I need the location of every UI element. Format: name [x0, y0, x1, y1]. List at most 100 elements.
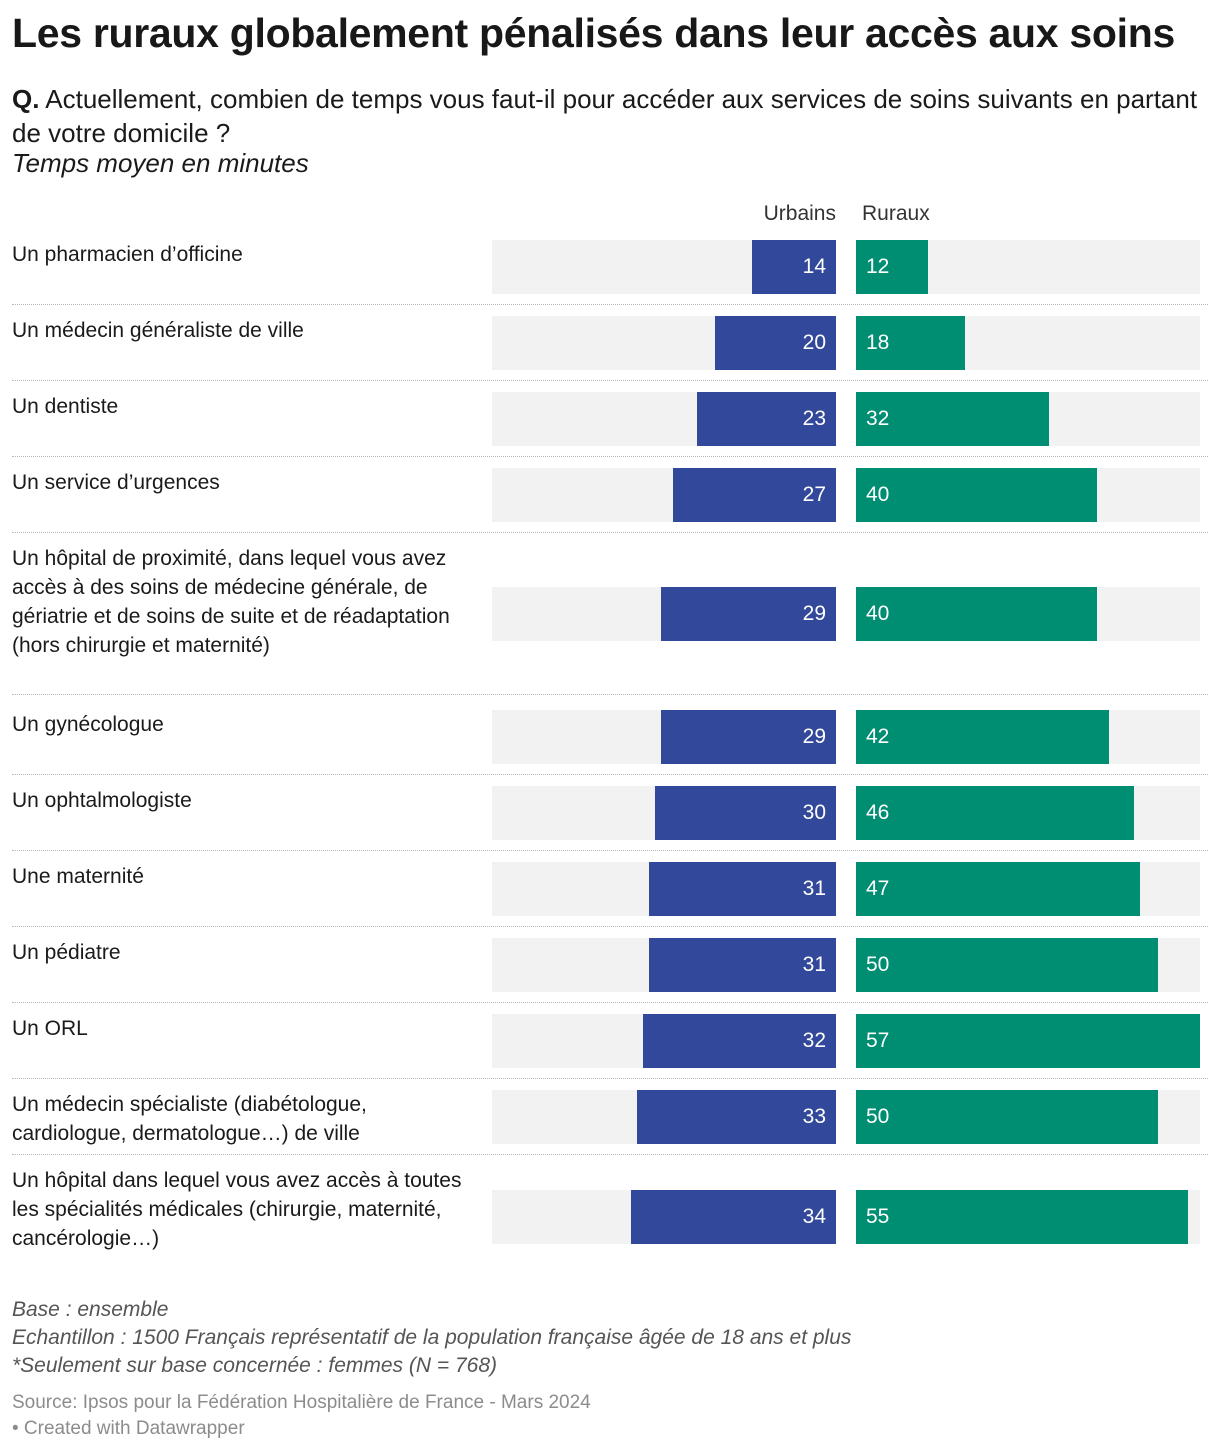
note-subsample: *Seulement sur base concernée : femmes (… [12, 1354, 497, 1377]
chart-row: Un ORL 32 57 [0, 1014, 1220, 1068]
bar-ruraux [856, 240, 929, 294]
value-label-ruraux: 50 [866, 953, 890, 976]
value-label-ruraux: 42 [866, 725, 890, 748]
chart-row: Un pharmacien d’officine 14 12 [0, 240, 1220, 294]
track-ruraux: 18 [856, 316, 1200, 370]
value-label-ruraux: 47 [866, 877, 890, 900]
track-ruraux: 55 [856, 1190, 1200, 1244]
chart-row: Une maternité 31 47 [0, 862, 1220, 916]
bar-ruraux [856, 1014, 1200, 1068]
note-base: Base : ensemble [12, 1298, 169, 1321]
category-label: Un hôpital de proximité, dans lequel vou… [12, 547, 450, 657]
bar-urbains [642, 1014, 836, 1068]
row-separator [12, 694, 1208, 695]
bar-ruraux [856, 862, 1140, 916]
bar-urbains [660, 587, 836, 641]
chart-source: Source: Ipsos pour la Fédération Hospita… [12, 1390, 591, 1442]
note-sample: Echantillon : 1500 Français représentati… [12, 1326, 852, 1349]
track-urbains: 34 [492, 1190, 836, 1244]
bar-urbains [648, 862, 836, 916]
track-ruraux: 42 [856, 710, 1200, 764]
question-text: Actuellement, combien de temps vous faut… [12, 84, 1198, 148]
category-label: Un pédiatre [12, 941, 121, 964]
row-separator [12, 926, 1208, 927]
value-label-urbains: 31 [802, 877, 826, 900]
bar-ruraux [856, 938, 1158, 992]
track-urbains: 31 [492, 862, 836, 916]
value-label-urbains: 20 [802, 331, 826, 354]
track-urbains: 20 [492, 316, 836, 370]
column-header-ruraux: Ruraux [862, 202, 930, 225]
track-urbains: 33 [492, 1090, 836, 1144]
chart-row: Un médecin spécialiste (diabétologue, ca… [0, 1090, 1220, 1145]
category-label: Un ORL [12, 1017, 88, 1040]
value-label-ruraux: 12 [866, 255, 890, 278]
row-separator [12, 380, 1208, 381]
value-label-ruraux: 40 [866, 483, 890, 506]
track-ruraux: 57 [856, 1014, 1200, 1068]
chart-subtitle: Temps moyen en minutes [12, 148, 309, 178]
bar-urbains [715, 316, 836, 370]
track-urbains: 32 [492, 1014, 836, 1068]
row-separator [12, 1078, 1208, 1079]
category-label: Un hôpital dans lequel vous avez accès à… [12, 1169, 462, 1250]
column-header-urbains: Urbains [763, 202, 836, 225]
chart-notes: Base : ensemble Echantillon : 1500 Franç… [12, 1296, 851, 1380]
source-text: Source: Ipsos pour la Fédération Hospita… [12, 1392, 591, 1413]
chart-row: Un médecin généraliste de ville 20 18 [0, 316, 1220, 370]
value-label-ruraux: 18 [866, 331, 890, 354]
track-ruraux: 12 [856, 240, 1200, 294]
bar-ruraux [856, 392, 1050, 446]
row-separator [12, 532, 1208, 533]
value-label-urbains: 29 [802, 725, 826, 748]
value-label-urbains: 29 [802, 602, 826, 625]
value-label-urbains: 32 [802, 1029, 826, 1052]
chart-row: Un service d’urgences 27 40 [0, 468, 1220, 522]
track-ruraux: 50 [856, 938, 1200, 992]
category-label: Un service d’urgences [12, 471, 220, 494]
question-prefix: Q. [12, 84, 40, 114]
value-label-urbains: 14 [802, 255, 826, 278]
bar-ruraux [856, 786, 1134, 840]
value-label-ruraux: 57 [866, 1029, 890, 1052]
row-separator [12, 456, 1208, 457]
value-label-urbains: 23 [802, 407, 826, 430]
bar-ruraux [856, 316, 965, 370]
category-label: Un pharmacien d’officine [12, 243, 243, 266]
track-urbains: 29 [492, 587, 836, 641]
chart-title: Les ruraux globalement pénalisés dans le… [12, 10, 1175, 56]
value-label-urbains: 33 [802, 1105, 826, 1128]
track-urbains: 14 [492, 240, 836, 294]
chart-row: Un pédiatre 31 50 [0, 938, 1220, 992]
value-label-urbains: 31 [802, 953, 826, 976]
question: Q. Actuellement, combien de temps vous f… [12, 82, 1212, 150]
track-urbains: 30 [492, 786, 836, 840]
bar-urbains [636, 1090, 836, 1144]
row-separator [12, 850, 1208, 851]
chart-row: Un hôpital de proximité, dans lequel vou… [0, 544, 1220, 684]
track-ruraux: 46 [856, 786, 1200, 840]
track-urbains: 27 [492, 468, 836, 522]
value-label-ruraux: 32 [866, 407, 890, 430]
bar-urbains [648, 938, 836, 992]
chart-row: Un gynécologue 29 42 [0, 710, 1220, 764]
chart-row: Un hôpital dans lequel vous avez accès à… [0, 1166, 1220, 1268]
track-urbains: 23 [492, 392, 836, 446]
bar-ruraux [856, 1090, 1158, 1144]
track-ruraux: 47 [856, 862, 1200, 916]
track-ruraux: 40 [856, 468, 1200, 522]
row-separator [12, 304, 1208, 305]
bar-urbains [751, 240, 836, 294]
bar-ruraux [856, 1190, 1188, 1244]
category-label: Une maternité [12, 865, 144, 888]
bar-ruraux [856, 710, 1110, 764]
track-ruraux: 32 [856, 392, 1200, 446]
value-label-urbains: 27 [802, 483, 826, 506]
value-label-ruraux: 46 [866, 801, 890, 824]
row-separator [12, 1002, 1208, 1003]
category-label: Un gynécologue [12, 713, 164, 736]
bar-urbains [673, 468, 836, 522]
bar-ruraux [856, 468, 1098, 522]
bar-urbains [630, 1190, 836, 1244]
value-label-urbains: 30 [802, 801, 826, 824]
